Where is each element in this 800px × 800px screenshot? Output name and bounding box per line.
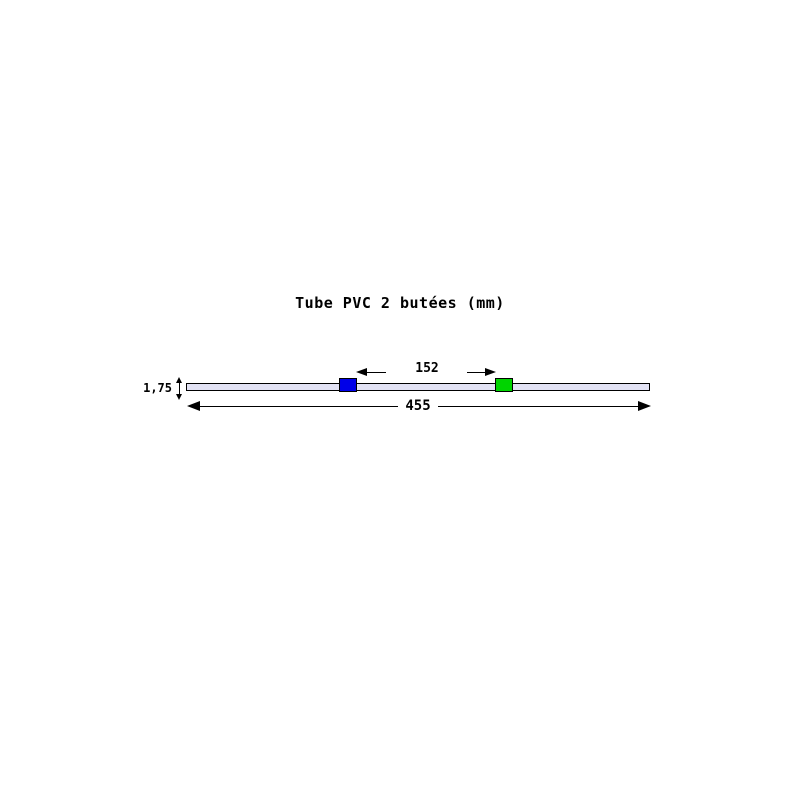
spacing-arrow-left-icon <box>356 368 367 376</box>
tube-body <box>186 383 650 391</box>
diagram-title: Tube PVC 2 butées (mm) <box>295 294 505 312</box>
stop-spacing-label: 152 <box>415 361 439 376</box>
tube-thickness-label: 1,75 <box>143 381 172 395</box>
stop-left-blue <box>339 378 357 392</box>
total-length-label: 455 <box>405 398 431 414</box>
length-arrow-left-shaft <box>198 406 398 407</box>
thickness-arrow-down-icon <box>176 394 182 400</box>
stop-right-green <box>495 378 513 392</box>
thickness-arrow-shaft <box>179 382 180 395</box>
length-arrow-right-icon <box>638 401 651 411</box>
spacing-arrow-left-shaft <box>365 372 386 373</box>
thickness-arrow-up-icon <box>176 377 182 383</box>
length-arrow-right-shaft <box>438 406 639 407</box>
spacing-arrow-right-icon <box>485 368 496 376</box>
spacing-arrow-right-shaft <box>467 372 488 373</box>
length-arrow-left-icon <box>187 401 200 411</box>
